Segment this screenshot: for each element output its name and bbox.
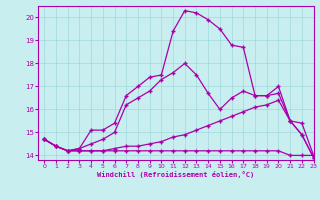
X-axis label: Windchill (Refroidissement éolien,°C): Windchill (Refroidissement éolien,°C) — [97, 171, 255, 178]
